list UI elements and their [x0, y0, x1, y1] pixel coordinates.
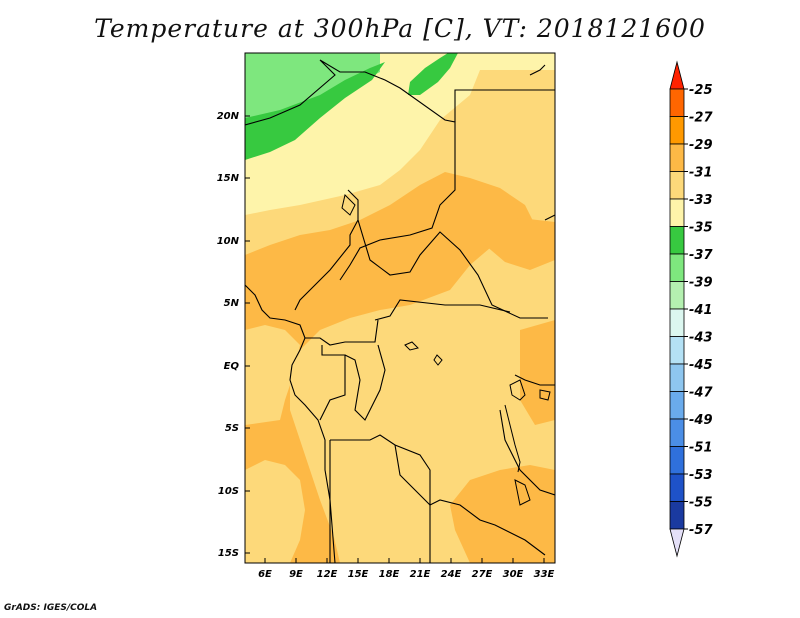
- colorbar-label: -53: [689, 468, 713, 483]
- coastline: [245, 284, 336, 563]
- map-panel: [245, 53, 555, 563]
- country-borders: [245, 59, 555, 563]
- colorbar-label: -51: [689, 441, 713, 456]
- lat-tick-label: 5S: [225, 423, 239, 434]
- colorbar-label: -35: [689, 221, 713, 236]
- field-band-congo: [315, 300, 548, 563]
- footer-credit: GrADS: IGES/COLA: [4, 603, 98, 613]
- lon-tick-label: 9E: [289, 569, 303, 580]
- field-band-coastal-strip: [245, 325, 300, 425]
- lon-axis: 6E 9E 12E 15E 18E 21E 24E 27E 30E 33E: [258, 558, 555, 580]
- colorbar-label: -25: [689, 83, 713, 98]
- field-band-green-ne: [408, 53, 458, 95]
- colorbar-label: -33: [689, 193, 713, 208]
- colorbar-label: -29: [689, 138, 713, 153]
- lakes: [341, 194, 551, 506]
- lon-tick-label: 6E: [258, 569, 272, 580]
- lat-tick-label: 20N: [217, 111, 240, 122]
- colorbar-label: -57: [689, 523, 713, 538]
- lat-tick-label: 15N: [217, 173, 240, 184]
- colorbar-label: -39: [689, 276, 713, 291]
- field-band-orange-se: [450, 465, 555, 563]
- colorbar-swatch: [669, 88, 685, 117]
- colorbar-swatch: [669, 446, 685, 475]
- lon-tick-label: 12E: [317, 569, 338, 580]
- colorbar-label: -27: [689, 111, 713, 126]
- colorbar-swatch: [669, 116, 685, 145]
- lon-tick-label: 18E: [379, 569, 400, 580]
- colorbar-swatch: [669, 143, 685, 172]
- colorbar-swatch: [669, 308, 685, 337]
- field-band-south-yellow: [245, 460, 305, 563]
- colorbar-swatch: [669, 363, 685, 392]
- colorbar-top-arrow: [669, 60, 685, 90]
- colorbar-swatch: [669, 198, 685, 227]
- colorbar-label: -55: [689, 496, 713, 511]
- lat-tick-label: 15S: [218, 548, 239, 559]
- colorbar-bottom-arrow: [669, 528, 685, 558]
- field-band-orange-ne: [480, 218, 555, 270]
- lon-tick-label: 27E: [472, 569, 493, 580]
- lat-tick-label: 10N: [217, 236, 240, 247]
- lat-tick-label: 5N: [224, 298, 240, 309]
- colorbar-swatch: [669, 418, 685, 447]
- lat-tick-label: EQ: [224, 361, 240, 372]
- colorbar-label: -31: [689, 166, 713, 181]
- field-band-orange-central: [245, 172, 540, 563]
- lon-tick-label: 33E: [534, 569, 555, 580]
- colorbar-swatch: [669, 281, 685, 310]
- lon-tick-label: 15E: [348, 569, 369, 580]
- colorbar-label: -41: [689, 303, 713, 318]
- colorbar-swatch: [669, 336, 685, 365]
- field-band-orange-e: [520, 320, 555, 425]
- colorbar-swatch: [669, 226, 685, 255]
- chart-title: Temperature at 300hPa [C], VT: 201812160…: [94, 14, 706, 43]
- colorbar-label: -45: [689, 358, 713, 373]
- colorbar-swatch: [669, 391, 685, 420]
- colorbar-label: -37: [689, 248, 713, 263]
- colorbar-label: -47: [689, 386, 713, 401]
- lat-axis: 20N 15N 10N 5N EQ 5S 10S 15S: [217, 111, 250, 559]
- lon-tick-label: 30E: [503, 569, 524, 580]
- field-band-green: [245, 62, 385, 160]
- colorbar-swatch: [669, 473, 685, 502]
- colorbar-swatch: [669, 253, 685, 282]
- colorbar-swatch: [669, 501, 685, 530]
- lon-tick-label: 24E: [441, 569, 462, 580]
- map-frame: [244, 52, 556, 564]
- colorbar-swatch: [669, 171, 685, 200]
- colorbar-label: -43: [689, 331, 713, 346]
- colorbar: -25 -27 -29 -31 -33 -35 -37 -39 -41 -43 -45 -47 -49 -…: [669, 60, 713, 558]
- lat-tick-label: 10S: [218, 486, 239, 497]
- colorbar-label: -49: [689, 413, 713, 428]
- lon-tick-label: 21E: [410, 569, 431, 580]
